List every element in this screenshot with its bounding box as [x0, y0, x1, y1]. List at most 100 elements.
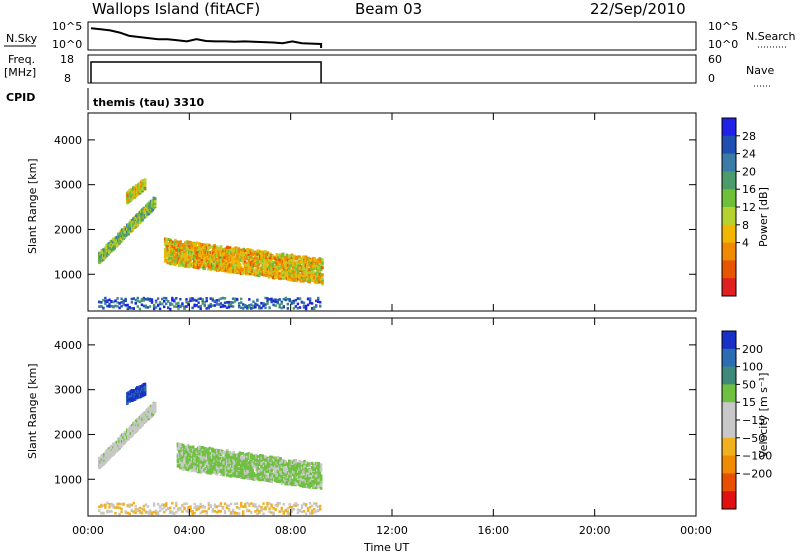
data-cell: [300, 272, 304, 275]
data-cell: [244, 304, 247, 307]
data-cell: [321, 273, 324, 277]
data-cell: [214, 257, 218, 261]
data-cell: [132, 307, 135, 310]
data-cell: [257, 274, 261, 277]
data-cell: [270, 480, 273, 483]
data-cell: [131, 433, 134, 437]
data-cell: [227, 303, 231, 307]
data-cell: [266, 264, 270, 268]
data-cell: [280, 481, 284, 485]
data-cell: [127, 437, 130, 441]
data-cell: [289, 272, 292, 276]
y-tick-label: 2000: [54, 223, 82, 236]
data-cell: [205, 307, 208, 310]
data-cell: [248, 272, 252, 276]
nsky-right-tick-bottom: 10^0: [708, 38, 738, 51]
data-cell: [231, 305, 235, 308]
data-cell: [114, 449, 118, 453]
data-cell: [265, 459, 268, 462]
data-cell: [258, 307, 261, 310]
data-cell: [262, 266, 266, 269]
data-cell: [281, 477, 285, 481]
data-cell: [289, 268, 292, 272]
data-cell: [110, 300, 113, 303]
data-cell: [300, 466, 304, 470]
data-cell: [158, 302, 162, 306]
data-cell: [250, 256, 253, 260]
data-cell: [153, 402, 157, 406]
data-cell: [294, 462, 298, 466]
data-cell: [215, 299, 219, 302]
data-cell: [256, 271, 260, 275]
data-cell: [300, 473, 304, 477]
data-cell: [312, 271, 315, 275]
data-cell: [281, 459, 285, 463]
data-cell: [272, 474, 276, 478]
data-cell: [258, 305, 261, 308]
data-cell: [223, 257, 227, 261]
data-cell: [154, 301, 158, 304]
data-cell: [221, 296, 225, 300]
data-cell: [250, 307, 253, 310]
data-cell: [122, 303, 125, 306]
data-cell: [144, 306, 148, 309]
data-cell: [295, 267, 299, 271]
data-cell: [300, 462, 304, 465]
data-cell: [186, 443, 190, 447]
data-cell: [300, 274, 304, 278]
data-cell: [254, 302, 257, 306]
data-cell: [154, 306, 158, 309]
data-cell: [246, 248, 249, 252]
data-cell: [124, 297, 127, 301]
data-cell: [313, 306, 316, 309]
data-cell: [256, 466, 260, 470]
data-cell: [153, 197, 157, 201]
data-cell: [284, 255, 287, 259]
data-cell: [312, 277, 315, 281]
freq-label: Freq.: [8, 53, 35, 66]
data-cell: [238, 451, 242, 455]
data-cell: [98, 300, 101, 304]
data-cell: [256, 266, 260, 270]
data-cell: [262, 252, 266, 256]
data-cell: [253, 465, 257, 469]
data-cell: [256, 298, 259, 302]
data-cell: [272, 303, 275, 307]
data-cell: [243, 466, 247, 470]
data-cell: [152, 304, 156, 308]
data-cell: [262, 262, 266, 266]
data-cell: [288, 266, 291, 270]
data-cell: [305, 263, 309, 267]
data-cell: [284, 257, 287, 261]
data-cell: [284, 266, 287, 270]
data-cell: [98, 255, 101, 259]
data-cell: [238, 302, 241, 305]
nsky-series-line: [90, 27, 323, 48]
data-cell: [237, 467, 241, 471]
data-cell: [262, 462, 266, 466]
data-cell: [233, 263, 237, 267]
data-cell: [185, 463, 189, 467]
data-cell: [231, 473, 234, 477]
data-cell: [215, 264, 219, 268]
data-cell: [165, 298, 168, 302]
data-cell: [284, 470, 287, 474]
nave-label: Nave: [746, 64, 774, 77]
data-cell: [296, 297, 300, 300]
data-cell: [285, 253, 289, 257]
data-cell: [270, 297, 273, 301]
data-cell: [286, 307, 289, 310]
data-cell: [265, 463, 268, 467]
data-cell: [146, 298, 150, 301]
data-cell: [213, 470, 216, 474]
data-cell: [126, 306, 129, 309]
data-cell: [227, 463, 230, 467]
data-cell: [219, 245, 223, 249]
data-cell: [264, 306, 267, 310]
data-cell: [233, 300, 237, 303]
nsky-right-tick-top: 10^5: [708, 20, 738, 33]
data-cell: [286, 277, 290, 281]
data-cell: [134, 301, 137, 305]
data-cell: [140, 303, 144, 307]
